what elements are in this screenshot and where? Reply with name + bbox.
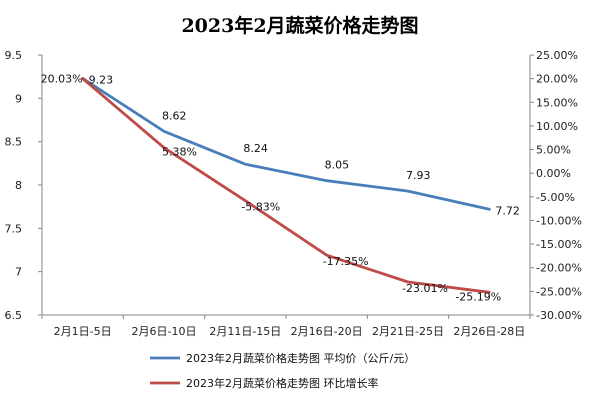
legend-label-1: 2023年2月蔬菜价格走势图 平均价（公斤/元） xyxy=(186,351,415,365)
data-label: -23.01% xyxy=(402,282,448,295)
y-right-tick-label: -30.00% xyxy=(536,309,582,322)
y-left-tick-label: 7.5 xyxy=(5,222,23,235)
x-tick-label: 2月1日-5日 xyxy=(54,325,112,338)
data-labels: 9.23 8.62 8.24 8.05 7.93 7.72 20.03% 5.38% -5.83… xyxy=(41,72,520,303)
series-line-2 xyxy=(81,77,491,294)
series-layer xyxy=(81,77,491,294)
data-label: 20.03% xyxy=(41,72,83,85)
y-right-tick-label: 0.00% xyxy=(536,167,571,180)
x-tick-label: 2月6日-10日 xyxy=(132,325,197,338)
y-right-tick-label: -25.00% xyxy=(536,285,582,298)
y-right-tick-label: 5.00% xyxy=(536,144,571,157)
x-tick-label: 2月16日-20日 xyxy=(291,325,363,338)
data-label: 7.72 xyxy=(495,204,520,217)
legend-label-2: 2023年2月蔬菜价格走势图 环比增长率 xyxy=(186,376,379,390)
data-label: 7.93 xyxy=(406,169,431,182)
data-label: 8.24 xyxy=(243,142,267,155)
series-line-1 xyxy=(81,77,491,211)
y-left-tick-label: 6.5 xyxy=(5,309,23,322)
chart-title: 2023年2月蔬菜价格走势图 xyxy=(181,14,418,37)
data-label: -25.19% xyxy=(455,290,501,303)
x-tick-label: 2月11日-15日 xyxy=(209,325,281,338)
y-left-tick-label: 9 xyxy=(15,92,22,105)
x-tick-label: 2月26日-28日 xyxy=(453,325,525,338)
y-right-tick-label: 20.00% xyxy=(536,73,578,86)
y-right-tick-label: -10.00% xyxy=(536,214,582,227)
y-right-tick-label: -20.00% xyxy=(536,262,582,275)
legend: 2023年2月蔬菜价格走势图 平均价（公斤/元） 2023年2月蔬菜价格走势图 环… xyxy=(150,351,415,390)
y-left-tick-label: 8 xyxy=(15,179,22,192)
axes: 6.5 7 7.5 8 8.5 9 9.5 -30.00% -25.00% -20.00% -15.… xyxy=(5,49,582,338)
y-left-tick-label: 9.5 xyxy=(5,49,23,62)
data-label: 5.38% xyxy=(162,146,197,159)
data-label: -17.35% xyxy=(323,255,369,268)
y-right-tick-label: -5.00% xyxy=(536,191,575,204)
x-tick-label: 2月21日-25日 xyxy=(372,325,444,338)
data-label: 8.62 xyxy=(162,109,187,122)
y-left-tick-label: 7 xyxy=(15,266,22,279)
y-right-tick-label: 25.00% xyxy=(536,49,578,62)
data-label: 9.23 xyxy=(89,73,114,86)
y-right-tick-label: 15.00% xyxy=(536,96,578,109)
data-label: 8.05 xyxy=(325,159,350,172)
y-left-tick-label: 8.5 xyxy=(5,136,23,149)
y-right-tick-label: -15.00% xyxy=(536,238,582,251)
y-right-tick-label: 10.00% xyxy=(536,120,578,133)
data-label: -5.83% xyxy=(241,201,280,214)
